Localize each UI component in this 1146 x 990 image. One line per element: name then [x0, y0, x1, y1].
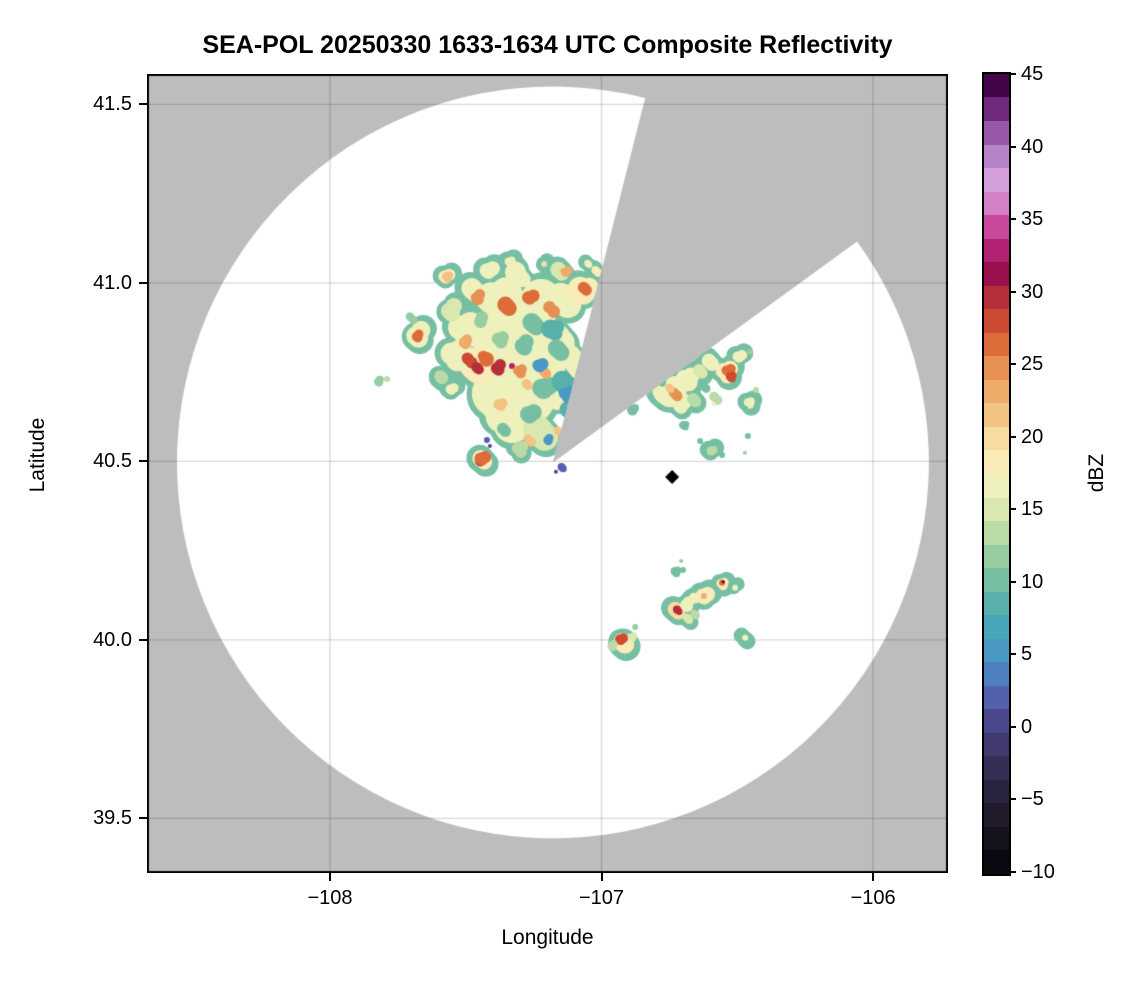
- colorbar-tick-label: 20: [1021, 425, 1044, 448]
- y-tick-label: 40.0: [93, 628, 132, 651]
- radar-ppi-canvas: [147, 74, 948, 873]
- colorbar-band: [984, 97, 1009, 121]
- x-tick-mark: [872, 873, 875, 881]
- colorbar-tick-label: 45: [1021, 63, 1044, 85]
- colorbar-band: [984, 426, 1009, 451]
- colorbar-band: [984, 497, 1009, 522]
- colorbar-band: [984, 850, 1009, 874]
- colorbar-band: [984, 379, 1009, 404]
- colorbar-tick-mark: [1009, 508, 1016, 511]
- colorbar-band: [984, 568, 1009, 592]
- y-tick-mark: [139, 638, 147, 641]
- colorbar-tick-label: −10: [1021, 861, 1055, 883]
- colorbar-tick-mark: [1009, 290, 1016, 293]
- x-tick-label: −106: [850, 887, 896, 909]
- colorbar-band: [984, 450, 1009, 474]
- colorbar-band: [984, 403, 1009, 427]
- colorbar-band: [984, 638, 1009, 663]
- colorbar-tick-label: −5: [1021, 788, 1044, 811]
- colorbar-tick-label: 25: [1021, 353, 1044, 376]
- colorbar-band: [984, 215, 1009, 239]
- x-tick-mark: [600, 873, 603, 881]
- y-tick-mark: [139, 281, 147, 284]
- colorbar-band: [984, 168, 1009, 192]
- colorbar-band: [984, 356, 1009, 380]
- colorbar-band: [984, 521, 1009, 545]
- colorbar-tick-label: 30: [1021, 280, 1044, 303]
- x-tick-label: −107: [579, 887, 625, 909]
- plot-title: SEA-POL 20250330 1633-1634 UTC Composite…: [202, 31, 893, 59]
- colorbar-band: [984, 544, 1009, 569]
- y-axis-label: Latitude: [26, 417, 49, 493]
- colorbar-band: [984, 803, 1009, 827]
- colorbar-band: [984, 309, 1009, 333]
- colorbar-tick-mark: [1009, 798, 1016, 801]
- colorbar-tick-label: 5: [1021, 643, 1033, 666]
- colorbar-band: [984, 662, 1009, 686]
- colorbar-band: [984, 473, 1009, 498]
- colorbar-tick-mark: [1009, 871, 1016, 873]
- colorbar-band: [984, 826, 1009, 851]
- y-tick-mark: [139, 103, 147, 106]
- colorbar-unit-label: dBZ: [1085, 453, 1108, 493]
- colorbar-band: [984, 732, 1009, 757]
- colorbar-band: [984, 756, 1009, 780]
- y-tick-label: 40.5: [93, 450, 132, 473]
- colorbar-band: [984, 285, 1009, 310]
- y-tick-label: 39.5: [93, 807, 132, 830]
- colorbar-tick-label: 10: [1021, 570, 1044, 593]
- colorbar-band: [984, 144, 1009, 169]
- colorbar-band: [984, 779, 1009, 804]
- colorbar: [982, 72, 1011, 876]
- colorbar-tick-mark: [1009, 145, 1016, 148]
- colorbar-tick-mark: [1009, 218, 1016, 221]
- colorbar-band: [984, 262, 1009, 286]
- y-tick-label: 41.0: [93, 271, 132, 294]
- y-tick-label: 41.5: [93, 93, 132, 116]
- colorbar-band: [984, 591, 1009, 616]
- colorbar-band: [984, 191, 1009, 216]
- y-tick-mark: [139, 460, 147, 463]
- colorbar-tick-mark: [1009, 435, 1016, 438]
- x-tick-label: −108: [307, 887, 353, 909]
- colorbar-tick-mark: [1009, 580, 1016, 583]
- colorbar-band: [984, 615, 1009, 639]
- colorbar-tick-mark: [1009, 653, 1016, 656]
- x-axis-label: Longitude: [501, 926, 594, 949]
- colorbar-band: [984, 73, 1009, 98]
- colorbar-band: [984, 709, 1009, 733]
- colorbar-tick-label: 15: [1021, 498, 1044, 521]
- colorbar-band: [984, 121, 1009, 145]
- colorbar-tick-label: 35: [1021, 208, 1044, 231]
- colorbar-tick-label: 40: [1021, 135, 1044, 158]
- colorbar-tick-mark: [1009, 73, 1016, 75]
- colorbar-band: [984, 238, 1009, 263]
- colorbar-band: [984, 685, 1009, 710]
- x-tick-mark: [329, 873, 331, 881]
- colorbar-tick-mark: [1009, 725, 1016, 728]
- y-tick-mark: [139, 817, 147, 820]
- colorbar-gradient: [984, 73, 1009, 874]
- colorbar-tick-mark: [1009, 363, 1016, 366]
- colorbar-band: [984, 332, 1009, 357]
- colorbar-tick-label: 0: [1021, 715, 1033, 738]
